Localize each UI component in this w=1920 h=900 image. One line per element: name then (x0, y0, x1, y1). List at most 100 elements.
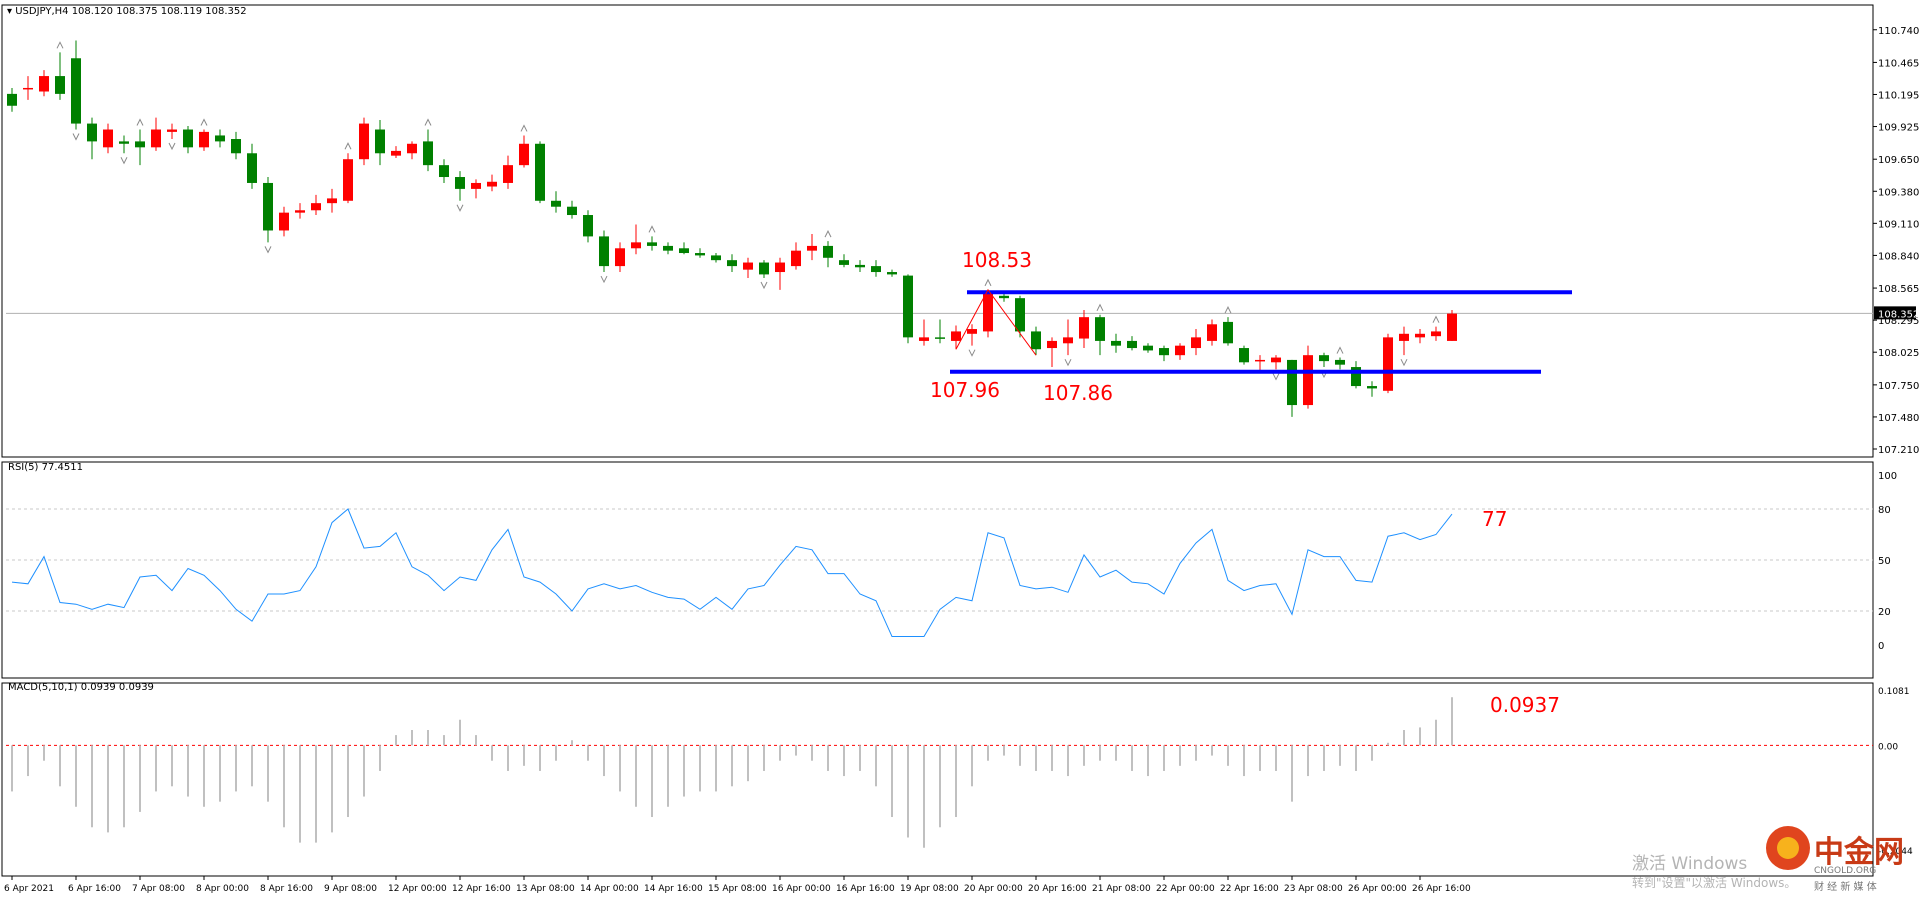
main-pane-title-text: USDJPY,H4 108.120 108.375 108.119 108.35… (15, 6, 247, 17)
price-axis-label: 107.750 (1878, 381, 1919, 392)
candle-body (1383, 337, 1393, 391)
time-axis-label: 26 Apr 16:00 (1412, 884, 1471, 894)
time-axis-label: 8 Apr 00:00 (196, 884, 249, 894)
price-axis-label: 110.740 (1878, 26, 1919, 37)
pane-menu-triangle-icon[interactable]: ▾ (7, 6, 13, 17)
candle-body (567, 206, 577, 216)
candle-body (519, 143, 529, 166)
macd-axis-label: 0.1081 (1878, 687, 1910, 697)
candle-body (967, 329, 977, 334)
fractal-down-marker (168, 142, 176, 151)
candle-body (1095, 317, 1105, 341)
activate-windows-title: 激活 Windows (1632, 854, 1748, 874)
candle-body (1015, 298, 1025, 332)
macd-value-label: 0.0937 (1490, 693, 1560, 717)
candle-body (679, 248, 689, 254)
time-axis-label: 6 Apr 16:00 (68, 884, 121, 894)
fractal-up-marker (1336, 346, 1344, 354)
candle-body (39, 76, 49, 92)
annotation-high-label: 108.53 (962, 248, 1032, 272)
pane-frames (1, 4, 1874, 877)
fractal-down-marker (120, 157, 128, 165)
candlestick-series (7, 40, 1457, 417)
level-lines (950, 288, 1572, 374)
candle-body (1431, 331, 1441, 337)
time-axis-label: 26 Apr 00:00 (1348, 884, 1407, 894)
candle-body (503, 165, 513, 183)
time-axis-label: 19 Apr 08:00 (900, 884, 959, 894)
fractal-down-marker (968, 349, 976, 357)
candle-body (391, 150, 401, 156)
activate-windows-subtitle: 转到"设置"以激活 Windows。 (1632, 876, 1797, 890)
price-axis-label: 107.480 (1878, 413, 1919, 424)
price-axis-label: 107.210 (1878, 445, 1919, 456)
candle-body (215, 135, 225, 142)
candle-body (1271, 357, 1281, 363)
candle-body (887, 272, 897, 275)
time-axis-label: 14 Apr 16:00 (644, 884, 703, 894)
fractal-down-marker (760, 281, 768, 290)
price-axis: 110.740 110.465 110.195 109.925 109.650 109.3… (1873, 26, 1919, 456)
time-axis-label: 8 Apr 16:00 (260, 884, 313, 894)
candle-body (823, 245, 833, 258)
main-pane-frame (1, 4, 1874, 458)
swing-line (955, 288, 1037, 356)
price-axis-label: 108.025 (1878, 348, 1919, 359)
time-axis-label: 15 Apr 08:00 (708, 884, 767, 894)
price-axis-label: 108.295 (1878, 316, 1919, 327)
rsi-pane-frame (1, 461, 1874, 679)
candle-body (1255, 359, 1265, 362)
time-axis-label: 9 Apr 08:00 (324, 884, 377, 894)
candle-body (1207, 324, 1217, 341)
rsi-axis-label: 0 (1878, 641, 1884, 652)
candle-body (1111, 340, 1121, 346)
candle-body (487, 181, 497, 187)
time-axis-label: 21 Apr 08:00 (1092, 884, 1151, 894)
annotation-low1-label: 107.96 (930, 378, 1000, 402)
candle-body (295, 210, 305, 213)
candle-body (791, 250, 801, 267)
candle-body (775, 262, 785, 273)
candle-body (935, 337, 945, 339)
fractal-down-marker (72, 133, 80, 141)
candle-body (135, 141, 145, 148)
candle-body (1447, 313, 1457, 341)
fractal-up-marker (1096, 303, 1104, 312)
price-axis-label: 109.380 (1878, 187, 1919, 198)
candle-body (439, 165, 449, 178)
candle-body (743, 262, 753, 270)
fractal-up-marker (56, 41, 64, 49)
candle-body (23, 87, 33, 90)
fractal-down-marker (456, 204, 464, 212)
candle-body (231, 139, 241, 154)
fractal-up-marker (520, 124, 528, 132)
candle-body (167, 129, 177, 132)
fractal-up-marker (1224, 306, 1232, 314)
candle-body (71, 58, 81, 124)
candle-body (631, 242, 641, 249)
candle-body (647, 242, 657, 246)
logo-subtext: CNGOLD.ORG (1814, 866, 1877, 876)
candle-body (151, 129, 161, 148)
rsi-line (11, 508, 1453, 637)
candle-body (599, 236, 609, 267)
fractal-down-marker (1400, 358, 1408, 367)
candle-body (615, 248, 625, 267)
candle-body (199, 131, 209, 148)
candle-body (1415, 333, 1425, 338)
time-axis-label: 14 Apr 00:00 (580, 884, 639, 894)
macd-axis-label: 0.00 (1878, 742, 1898, 752)
candle-body (695, 253, 705, 256)
rsi-axis-label: 50 (1878, 556, 1891, 567)
candle-body (103, 129, 113, 148)
rsi-axis-label: 100 (1878, 471, 1897, 482)
price-axis-label: 109.110 (1878, 219, 1919, 230)
fractal-down-marker (1064, 358, 1072, 367)
candle-body (663, 245, 673, 251)
fractal-up-marker (824, 230, 832, 238)
candle-body (871, 266, 881, 273)
candle-body (343, 159, 353, 201)
fractal-down-marker (264, 246, 272, 254)
price-axis-label: 108.840 (1878, 251, 1919, 262)
rsi-value-label: 77 (1482, 507, 1507, 531)
